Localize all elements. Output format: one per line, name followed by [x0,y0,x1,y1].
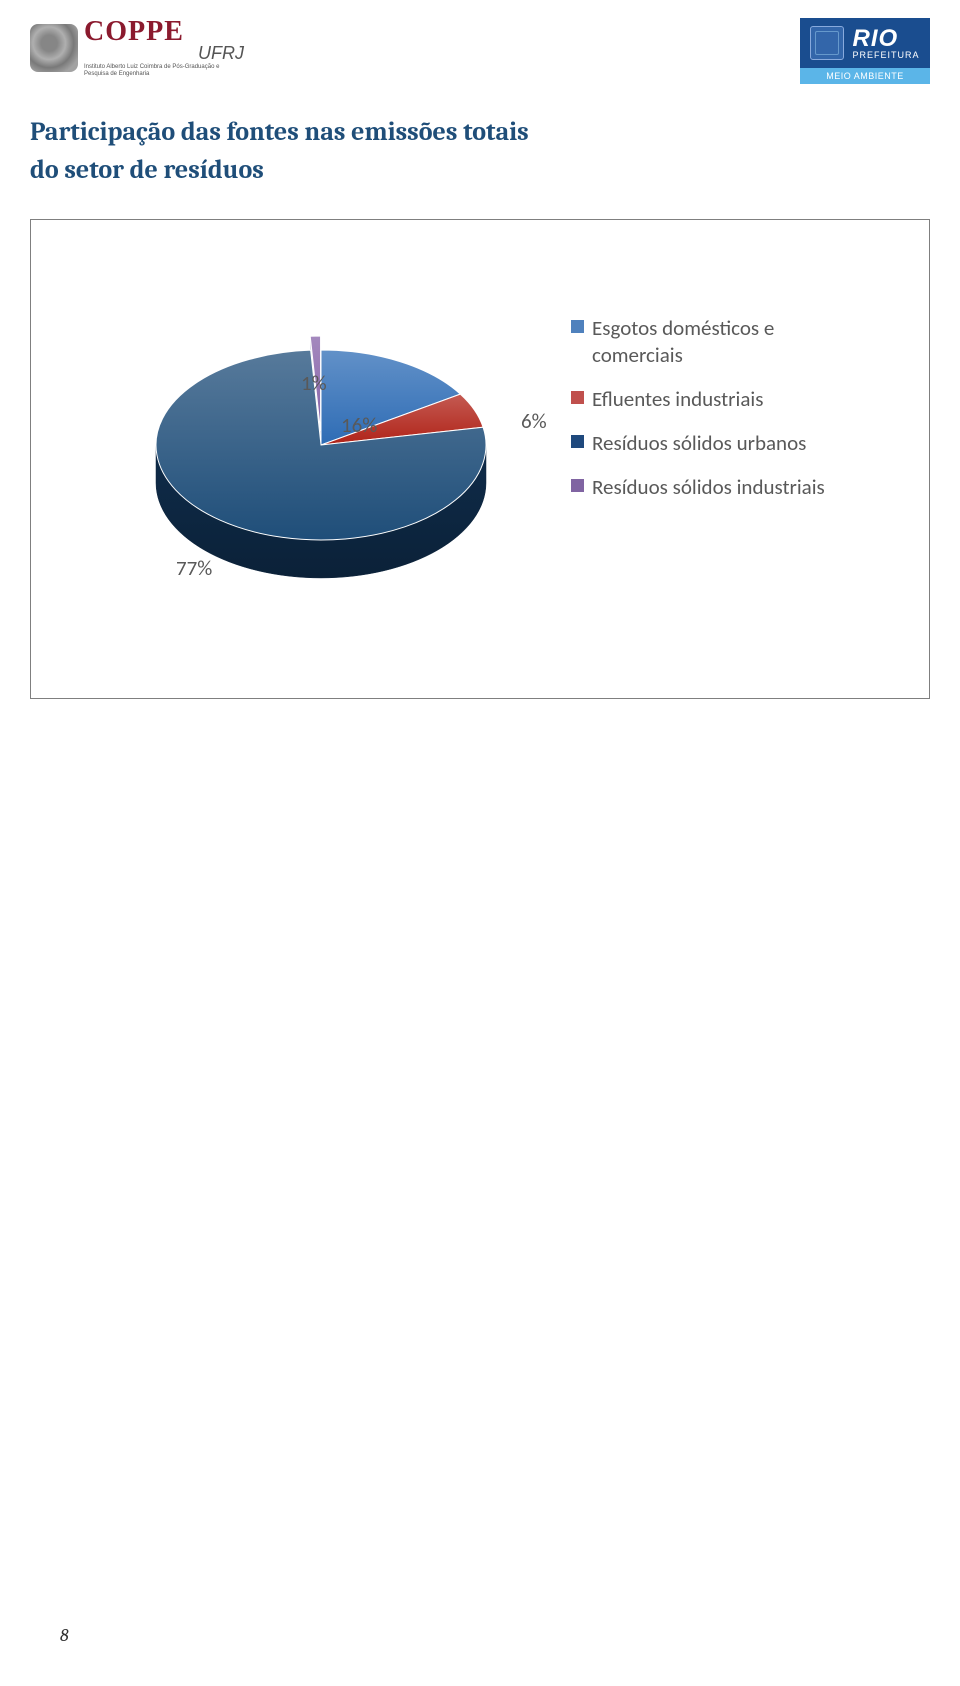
rio-small-label: PREFEITURA [852,51,919,60]
rio-crest-icon [810,26,844,60]
coppe-logo-text: COPPE UFRJ Instituto Alberto Luiz Coimbr… [84,18,244,77]
title-line-1: Participação das fontes nas emissões tot… [30,114,930,152]
legend-swatch-icon [571,391,584,404]
coppe-name: COPPE [84,16,184,47]
rio-logo-text: RIO PREFEITURA [852,27,919,60]
slice-label-esgotos: 16% [341,412,377,438]
rio-logo: RIO PREFEITURA MEIO AMBIENTE [800,18,930,84]
slice-label-rsi: 1% [301,370,327,396]
legend-item-efluentes: Efluentes industriais [571,386,852,412]
page-header: COPPE UFRJ Instituto Alberto Luiz Coimbr… [0,0,960,94]
page-number: 8 [60,1625,69,1646]
legend-item-rsu: Resíduos sólidos urbanos [571,430,852,456]
legend-label: Efluentes industriais [592,386,763,412]
rio-logo-top: RIO PREFEITURA [800,18,930,68]
legend-item-esgotos: Esgotos domésticos e comerciais [571,315,852,368]
rio-big-label: RIO [852,27,919,51]
legend-label: Resíduos sólidos industriais [592,474,825,500]
page-title: Participação das fontes nas emissões tot… [0,94,960,189]
legend-swatch-icon [571,479,584,492]
coppe-crest-icon [30,24,78,72]
title-line-2: do setor de resíduos [30,152,930,190]
coppe-logo: COPPE UFRJ Instituto Alberto Luiz Coimbr… [30,18,244,77]
rio-bottom-label: MEIO AMBIENTE [800,68,930,84]
legend-swatch-icon [571,435,584,448]
slice-label-efluentes: 6% [521,408,547,434]
slice-label-rsu: 77% [176,555,212,581]
legend-swatch-icon [571,320,584,333]
coppe-tagline: Instituto Alberto Luiz Coimbra de Pós-Gr… [84,64,244,77]
ufrj-label: UFRJ [84,44,244,62]
legend-label: Resíduos sólidos urbanos [592,430,806,456]
legend-label: Esgotos domésticos e comerciais [592,315,852,368]
legend-item-rsi: Resíduos sólidos industriais [571,474,852,500]
chart-container: 16% 6% 77% 1% Esgotos domésticos e comer… [30,219,930,699]
chart-legend: Esgotos domésticos e comerciais Efluente… [571,315,852,518]
